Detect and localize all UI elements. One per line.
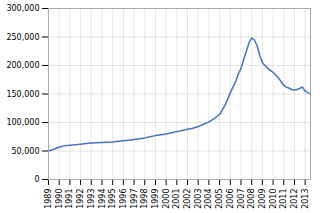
svg-text:2004: 2004 <box>204 189 213 209</box>
svg-text:1998: 1998 <box>140 189 149 209</box>
svg-text:2001: 2001 <box>172 189 181 209</box>
svg-text:2013: 2013 <box>301 189 310 209</box>
svg-text:1992: 1992 <box>76 189 85 209</box>
svg-text:1999: 1999 <box>151 189 160 209</box>
svg-text:300,000: 300,000 <box>6 4 39 13</box>
svg-text:50,000: 50,000 <box>12 147 40 156</box>
svg-text:1995: 1995 <box>108 189 117 209</box>
svg-text:2007: 2007 <box>237 189 246 209</box>
svg-text:1996: 1996 <box>119 189 128 209</box>
svg-text:1991: 1991 <box>65 189 74 209</box>
svg-text:150,000: 150,000 <box>6 90 39 99</box>
svg-text:2005: 2005 <box>215 189 224 209</box>
svg-text:2006: 2006 <box>226 189 235 209</box>
svg-text:2002: 2002 <box>183 189 192 209</box>
svg-text:250,000: 250,000 <box>6 33 39 42</box>
svg-text:1993: 1993 <box>87 189 96 209</box>
svg-text:1990: 1990 <box>55 189 64 209</box>
svg-text:100,000: 100,000 <box>6 118 39 127</box>
svg-text:1989: 1989 <box>44 189 53 209</box>
svg-text:0: 0 <box>34 175 39 184</box>
svg-text:2011: 2011 <box>279 189 288 209</box>
svg-text:1997: 1997 <box>130 189 139 209</box>
svg-text:2000: 2000 <box>162 189 171 209</box>
svg-text:2012: 2012 <box>290 189 299 209</box>
svg-text:2009: 2009 <box>258 189 267 209</box>
svg-text:2008: 2008 <box>247 189 256 209</box>
svg-text:1994: 1994 <box>98 189 107 209</box>
svg-text:2010: 2010 <box>269 189 278 209</box>
svg-text:2003: 2003 <box>194 189 203 209</box>
svg-text:200,000: 200,000 <box>6 61 39 70</box>
